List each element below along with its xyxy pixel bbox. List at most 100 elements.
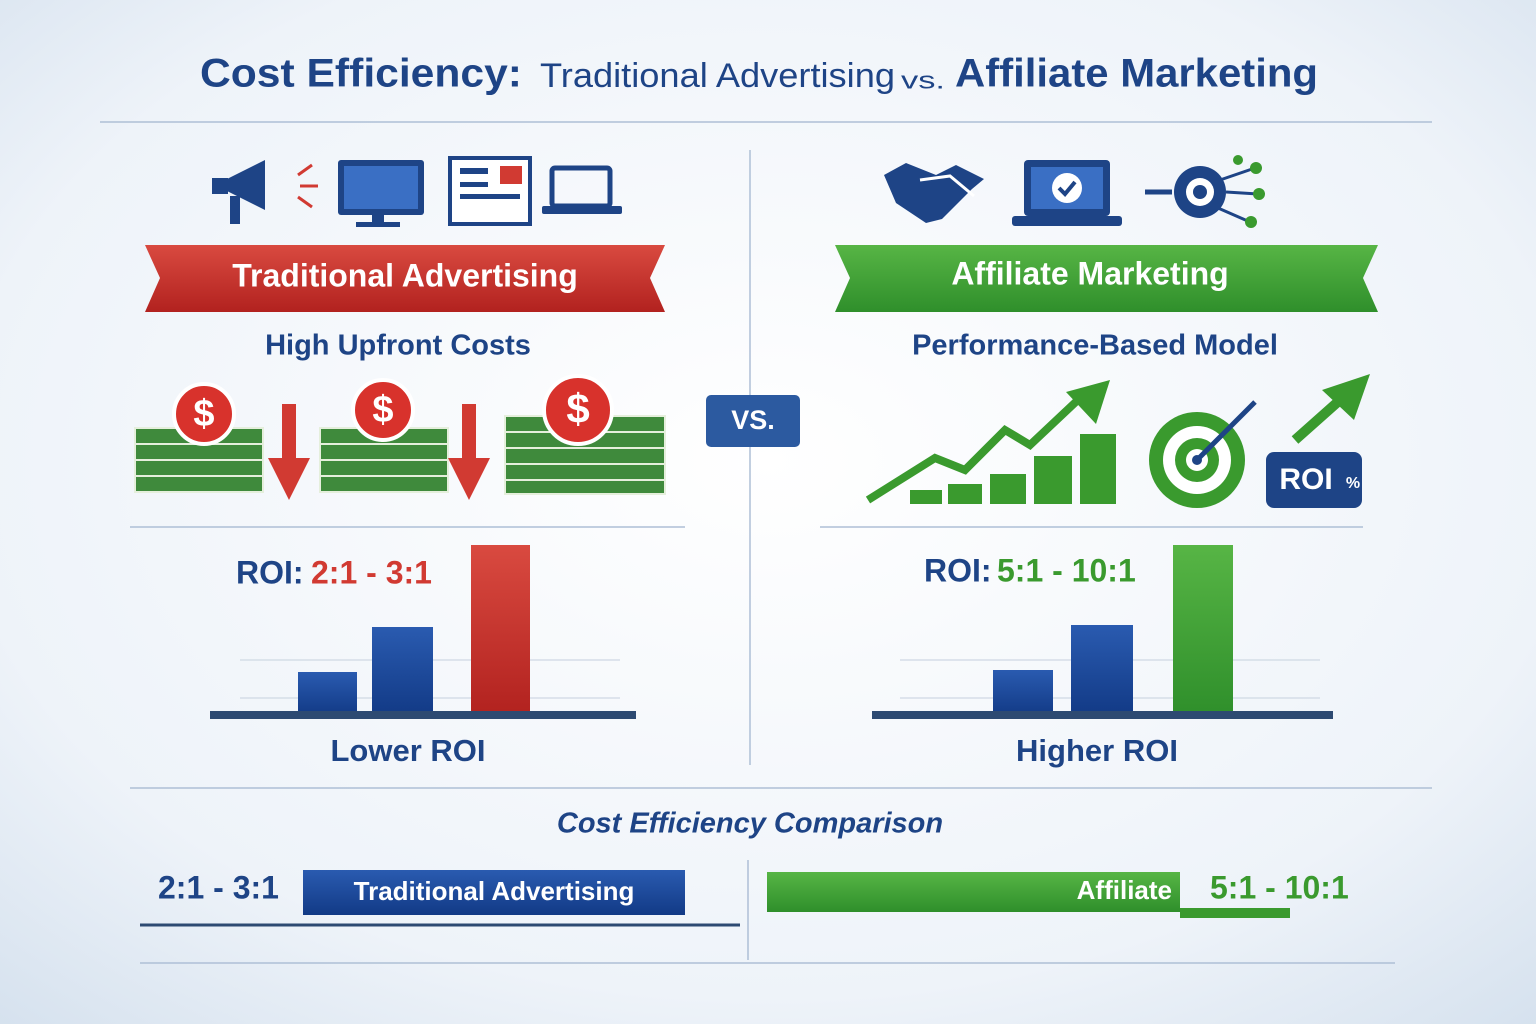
roi-value: 5:1 - 10:1 <box>997 552 1136 588</box>
money-illustration-part-part <box>351 378 415 442</box>
caption: Lower ROI <box>330 733 485 768</box>
divider <box>100 121 1432 964</box>
bar-illustration-part <box>872 711 1333 719</box>
growth-illustration-part <box>948 484 982 504</box>
media-icons-part <box>225 160 265 210</box>
money-illustration-part-part <box>268 458 310 500</box>
media-icons-part <box>460 182 488 187</box>
affiliate-icons-part-part <box>1253 188 1265 200</box>
media-icons-part <box>344 166 418 209</box>
money-illustration-part-part <box>504 447 666 465</box>
affiliate-icons-part <box>1193 185 1207 199</box>
vs-text: VS. <box>731 405 775 435</box>
affiliate-icons-part <box>1012 216 1122 226</box>
title-part: Traditional Advertising <box>540 57 895 95</box>
bar-illustration-part <box>1173 545 1233 715</box>
media-icons-part <box>212 178 228 194</box>
banner-ribbon <box>835 245 1378 312</box>
banner-text: Traditional Advertising <box>232 257 578 293</box>
money-illustration-part-part <box>504 479 666 495</box>
media-icons-part <box>356 222 400 227</box>
affiliate-icons-part-part <box>1233 155 1243 165</box>
bar-illustration <box>210 545 1333 719</box>
media-icons-part-part <box>297 195 313 209</box>
money-illustration-part-part <box>134 443 264 461</box>
money-illustration-part-part <box>319 443 449 461</box>
title-part: Cost Efficiency: <box>200 52 522 96</box>
growth-illustration-part <box>865 395 1083 504</box>
growth-illustration-part <box>1322 374 1370 420</box>
money-illustration-part-part <box>134 475 264 493</box>
money-illustration-part-part <box>172 382 236 446</box>
roi-label: ROI: <box>236 554 304 590</box>
badge-text: ROI <box>1279 463 1332 496</box>
affiliate-icons-part <box>919 174 975 198</box>
affiliate-icons-part-part <box>1217 206 1251 224</box>
subtitle: Performance-Based Model <box>912 330 1278 362</box>
affiliate-icons-part <box>884 163 984 223</box>
roi-value: 2:1 - 3:1 <box>311 554 432 590</box>
money-illustration-part-part <box>319 475 449 493</box>
bar-illustration-part <box>372 627 433 715</box>
comparison-bar <box>303 870 685 915</box>
growth-illustration-part <box>1034 456 1072 504</box>
money-illustration-part: $ $ $ <box>193 385 589 435</box>
media-icons-part <box>230 196 240 224</box>
affiliate-icons-part-part <box>1219 166 1256 182</box>
affiliate-icons-part <box>1217 166 1259 224</box>
affiliate-icons-part-part <box>1250 162 1262 174</box>
media-icons-part <box>542 206 622 214</box>
affiliate-icons-part <box>1233 155 1265 228</box>
affiliate-icons-part-part <box>1245 216 1257 228</box>
media-icons-part <box>372 215 384 223</box>
comparison-value: 2:1 - 3:1 <box>158 869 279 905</box>
title-part: Affiliate Marketing <box>955 52 1318 96</box>
media-icons-part-part <box>297 163 313 177</box>
growth-illustration-part <box>1066 380 1110 424</box>
bar-illustration-part <box>471 545 530 715</box>
media-icons-part <box>297 163 318 209</box>
comparison-bar <box>767 872 1180 912</box>
comparison-bar <box>1180 908 1290 918</box>
title: Cost Efficiency: Traditional Advertising… <box>200 52 1318 96</box>
roi-label: ROI: <box>924 552 992 588</box>
comparison-value: 5:1 - 10:1 <box>1210 869 1349 905</box>
bar-illustration-part <box>993 670 1053 715</box>
money-illustration-part <box>268 404 490 500</box>
money-illustration-part-part <box>462 404 476 460</box>
media-icons-part <box>460 194 520 199</box>
title-part: vs. <box>901 67 945 94</box>
comparison-title: Cost Efficiency Comparison <box>557 808 943 840</box>
media-icons-part <box>460 168 488 174</box>
growth-illustration-part <box>1266 452 1362 508</box>
dollar-sign: $ <box>566 385 589 432</box>
growth-illustration <box>865 374 1370 508</box>
vs-badge <box>706 395 800 447</box>
growth-illustration-part <box>1291 396 1344 444</box>
bar-illustration-part <box>1071 625 1133 715</box>
growth-illustration-part <box>990 474 1026 504</box>
money-illustration-part-part <box>282 404 296 460</box>
money-illustration-part-part <box>504 463 666 481</box>
affiliate-icons-part <box>1057 180 1077 197</box>
money-illustration-part-part <box>448 458 490 500</box>
money-illustration-part-part <box>134 459 264 477</box>
banner-text: Affiliate Marketing <box>951 255 1228 291</box>
subtitle: High Upfront Costs <box>265 330 531 362</box>
affiliate-icons-part-part <box>1225 190 1259 196</box>
media-icons-part <box>500 166 522 184</box>
dollar-sign: $ <box>372 389 393 431</box>
money-illustration: $ $ $ <box>134 374 666 500</box>
banner-ribbon <box>145 245 665 312</box>
caption: Higher ROI <box>1016 733 1178 768</box>
dollar-sign: $ <box>193 393 214 435</box>
growth-illustration-part <box>1080 434 1116 504</box>
bar-illustration-part <box>210 711 636 719</box>
comparison-bar-label: Traditional Advertising <box>354 876 635 906</box>
growth-illustration-part <box>910 490 942 504</box>
comparison-bar-label: Affiliate <box>1077 875 1172 905</box>
affiliate-icons <box>884 155 1265 228</box>
bar-illustration-part <box>298 672 357 715</box>
